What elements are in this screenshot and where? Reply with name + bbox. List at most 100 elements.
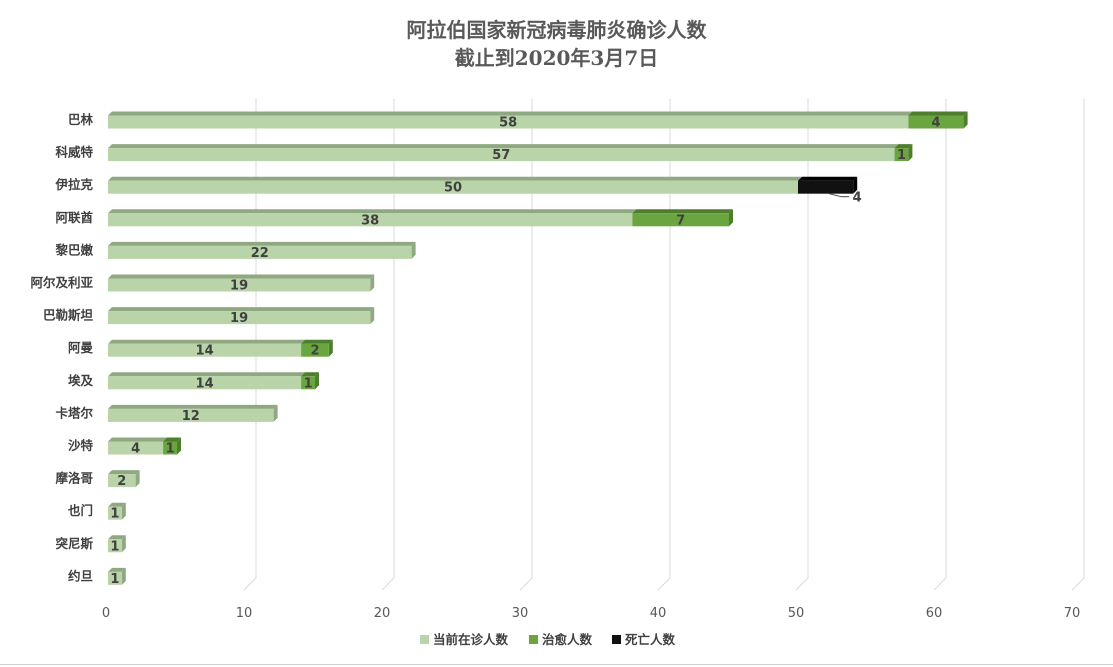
bar-0	[108, 343, 302, 357]
gridline-foot	[1071, 577, 1085, 591]
x-tick-label: 20	[374, 606, 391, 621]
gridline-foot	[243, 577, 257, 591]
category-label: 阿联酋	[55, 210, 93, 225]
bar-top-face	[108, 535, 126, 540]
bar-0	[108, 376, 302, 390]
bar-1	[894, 148, 909, 162]
data-label: 19	[230, 311, 248, 326]
bar-top-face	[632, 209, 733, 214]
legend-swatch-2	[612, 635, 621, 644]
gridline-foot	[795, 577, 809, 591]
category-label: 卡塔尔	[55, 405, 93, 420]
bar-top-face	[108, 241, 416, 246]
data-label: 7	[676, 213, 685, 228]
data-label: 1	[166, 442, 175, 457]
data-label: 1	[897, 148, 906, 163]
bar-side-face	[315, 372, 319, 390]
gridline-foot	[657, 577, 671, 591]
bar-side-face	[370, 307, 375, 325]
bar-0	[108, 278, 371, 292]
bar-0	[108, 148, 895, 162]
gridline-foot	[381, 577, 395, 591]
bar-0	[108, 311, 371, 325]
bar-top-face	[163, 437, 181, 442]
bar-0	[108, 245, 412, 259]
bar-side-face	[121, 567, 126, 585]
x-tick-label: 50	[788, 606, 805, 621]
bar-side-face	[121, 502, 126, 520]
legend-swatch-0	[420, 635, 429, 644]
bottom-divider	[0, 664, 1113, 665]
data-label: 38	[361, 213, 379, 228]
category-label: 摩洛哥	[55, 471, 93, 486]
bar-side-face	[411, 241, 416, 259]
bar-0	[108, 506, 122, 520]
legend-label: 治愈人数	[542, 632, 593, 647]
bar-0	[108, 115, 909, 129]
bar-top-face	[894, 144, 913, 149]
bar-0	[108, 408, 274, 422]
x-tick-label: 60	[926, 606, 943, 621]
bar-1	[632, 213, 729, 227]
bar-top-face	[108, 307, 375, 312]
bar-top-face	[108, 209, 637, 214]
data-label: 19	[230, 279, 248, 294]
bar-1	[163, 441, 177, 455]
data-label: 2	[310, 344, 319, 359]
category-label: 约旦	[68, 568, 93, 583]
bar-top-face	[798, 176, 858, 181]
x-tick-label: 40	[650, 606, 667, 621]
bar-side-face	[908, 144, 913, 162]
bar-top-face	[108, 176, 802, 181]
category-label: 科威特	[55, 145, 93, 160]
x-tick-label: 10	[236, 606, 253, 621]
bar-0	[108, 571, 122, 585]
data-label: 58	[499, 116, 517, 131]
data-label: 1	[110, 572, 119, 587]
data-label: 4	[931, 116, 940, 131]
bar-0	[108, 441, 164, 455]
bar-top-face	[108, 470, 140, 475]
category-label: 沙特	[68, 438, 94, 453]
data-label: 1	[110, 539, 119, 554]
legend-label: 死亡人数	[624, 632, 676, 647]
data-label: 14	[196, 376, 214, 391]
bar-side-face	[729, 209, 733, 227]
bar-top-face	[908, 111, 968, 116]
category-label: 伊拉克	[54, 177, 93, 192]
category-label: 巴林	[68, 112, 94, 127]
bar-side-face	[853, 176, 858, 194]
bar-top-face	[301, 372, 319, 377]
data-label: 22	[251, 246, 269, 261]
bar-top-face	[108, 274, 375, 279]
legend-label: 当前在诊人数	[433, 632, 509, 647]
bar-1	[301, 376, 315, 390]
bar-top-face	[108, 567, 126, 572]
bar-1	[908, 115, 964, 129]
bar-top-face	[108, 372, 306, 377]
bar-0	[108, 474, 136, 488]
chart-title: 阿拉伯国家新冠病毒肺炎确诊人数	[406, 18, 707, 42]
category-label: 也门	[68, 503, 93, 518]
bar-top-face	[108, 111, 913, 116]
x-tick-label: 0	[102, 606, 110, 621]
bar-1	[301, 343, 329, 357]
data-label: 1	[304, 376, 313, 391]
data-label: 4	[853, 191, 862, 206]
gridline-foot	[933, 577, 947, 591]
bar-side-face	[177, 437, 181, 455]
category-label: 埃及	[68, 373, 94, 388]
data-label: 4	[131, 442, 140, 457]
bar-side-face	[963, 111, 968, 129]
x-tick-label: 30	[512, 606, 529, 621]
data-label: 14	[196, 344, 214, 359]
bar-top-face	[108, 437, 168, 442]
bar-0	[108, 539, 122, 553]
bar-2	[798, 180, 854, 194]
bar-top-face	[301, 339, 333, 344]
x-tick-label: 70	[1064, 606, 1081, 621]
bar-side-face	[370, 274, 375, 292]
bar-side-face	[328, 339, 333, 357]
